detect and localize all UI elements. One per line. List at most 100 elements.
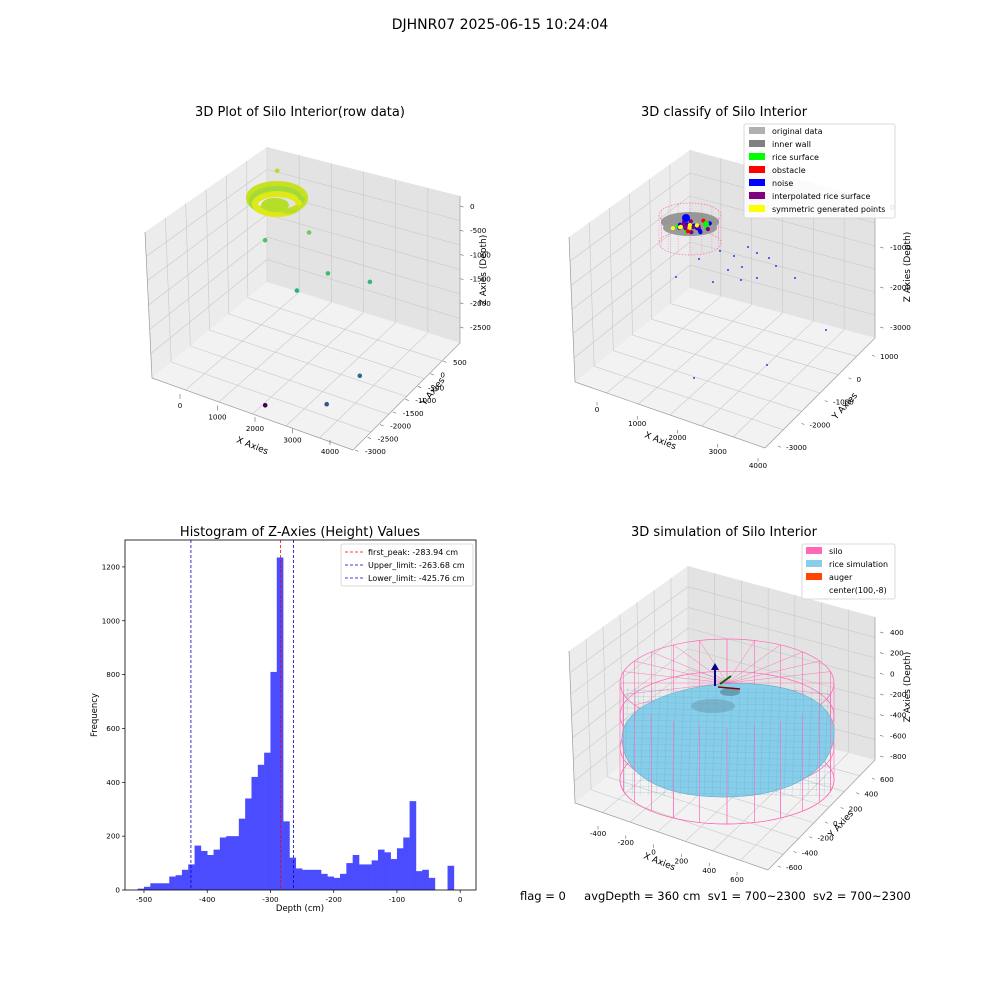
tick-mark: [417, 386, 422, 389]
pane-left: [569, 150, 690, 382]
legend-swatch: [749, 127, 765, 134]
rice-mesh: [623, 755, 833, 761]
gridline: [145, 169, 268, 257]
histogram-bar: [200, 850, 208, 890]
x-tick-label: 3000: [709, 447, 728, 456]
noise-point: [712, 281, 714, 283]
data-point: [262, 403, 268, 408]
histogram-bar: [143, 886, 151, 890]
noise-point: [747, 246, 749, 248]
histogram-reference-lines: [190, 540, 294, 890]
histogram-xlabel: Depth (cm): [276, 904, 324, 914]
noise-point: [756, 277, 758, 279]
histogram-bar: [321, 873, 328, 890]
histogram-bar: [390, 859, 398, 890]
center-axis-arrow: [719, 675, 732, 685]
z-tick-label: -2000: [470, 299, 491, 308]
rice-mesh: [623, 713, 833, 719]
gridline: [570, 607, 689, 695]
histogram-bar: [264, 752, 271, 890]
sv2-text: sv2 = 700~2300: [812, 889, 911, 903]
y-tick-label: -2000: [810, 420, 831, 429]
y-tick-label: 500: [453, 358, 467, 367]
noise-point: [741, 266, 743, 268]
histogram-bar: [181, 869, 189, 890]
gridline: [606, 296, 722, 394]
x-tick-label: -500: [136, 895, 153, 904]
legend-swatch: [806, 560, 822, 567]
tick-mark: [380, 424, 384, 427]
y-tick-label: -500: [428, 383, 445, 392]
legend-frame: [743, 123, 896, 219]
y-tick-label: 0: [833, 819, 838, 828]
center-axis-arrow: [717, 686, 741, 690]
rice-mesh: [671, 687, 677, 797]
rice-mesh: [623, 695, 833, 701]
silo-spoke: [699, 640, 728, 684]
histogram-bar: [238, 818, 246, 890]
rice-mesh: [647, 687, 653, 797]
histogram-bar: [371, 860, 379, 890]
histogram-bar: [422, 869, 429, 890]
data-point: [357, 373, 363, 379]
legend-swatch: [749, 153, 765, 160]
y-tick-label: -400: [802, 848, 819, 857]
tick-mark: [879, 652, 884, 655]
rice-depression: [691, 699, 735, 713]
y-tick-label: -2000: [390, 422, 411, 431]
legend-label: silo: [829, 547, 843, 556]
tick-mark: [879, 631, 884, 634]
histogram-bar: [251, 776, 259, 890]
histogram-ylabel: Frequency: [90, 693, 100, 737]
histogram-bar: [175, 875, 183, 890]
rice-mesh: [623, 785, 833, 791]
noise-point: [727, 269, 729, 271]
subplot4-xlabel: X Axies: [642, 852, 677, 874]
pane-left: [145, 147, 267, 378]
rice-mesh: [807, 687, 813, 797]
noise-point: [675, 276, 677, 278]
subplot-simulation-3d: 3D simulation of Silo Interior -400 -200 0…: [568, 525, 913, 884]
gridline: [266, 169, 461, 221]
z-tick-label: -800: [890, 752, 907, 761]
x-tick-label: -400: [199, 895, 216, 904]
noise-point: [825, 329, 827, 331]
y-tick-label: 1000: [102, 616, 121, 625]
x-tick-label: -100: [389, 895, 406, 904]
y-tick-label: -600: [786, 863, 803, 872]
legend-label: original data: [772, 127, 823, 136]
x-tick-label: 400: [702, 866, 716, 875]
histogram-bar: [188, 864, 195, 890]
rice-mesh: [767, 687, 773, 797]
histogram-bar: [308, 869, 316, 890]
class-point: [685, 229, 691, 234]
histogram-bar: [377, 849, 385, 890]
noise-point: [698, 258, 700, 260]
gridline: [185, 291, 300, 391]
flag-text: flag = 0: [520, 889, 566, 903]
tick-mark: [459, 229, 464, 232]
pane-floor: [152, 282, 460, 450]
histogram-bars: [137, 557, 455, 890]
class-point: [688, 219, 693, 224]
subplot4-title: 3D simulation of Silo Interior: [631, 525, 818, 540]
silo-spoke: [726, 660, 820, 684]
subplot4-tick-labels: -400-20002004006006004002000-200-400-600…: [590, 628, 907, 884]
axis-edge: [767, 617, 876, 871]
noise-point: [768, 257, 770, 259]
tick-mark: [405, 398, 409, 401]
y-tick-label: 600: [106, 724, 120, 733]
histogram-bar: [333, 877, 341, 890]
rice-mesh: [759, 687, 765, 797]
subplot4-legend: silo rice simulation auger center(100,-8): [801, 543, 896, 600]
legend-swatch: [749, 192, 765, 199]
tick-mark: [879, 735, 884, 737]
y-tick-label: 400: [864, 790, 878, 799]
y-tick-label: -3000: [365, 447, 386, 456]
gridline: [602, 626, 608, 777]
tick-mark: [824, 400, 828, 403]
tick-mark: [879, 693, 884, 696]
histogram-bar: [359, 864, 366, 890]
silo-spoke: [623, 671, 728, 684]
axis-edge: [764, 200, 876, 449]
